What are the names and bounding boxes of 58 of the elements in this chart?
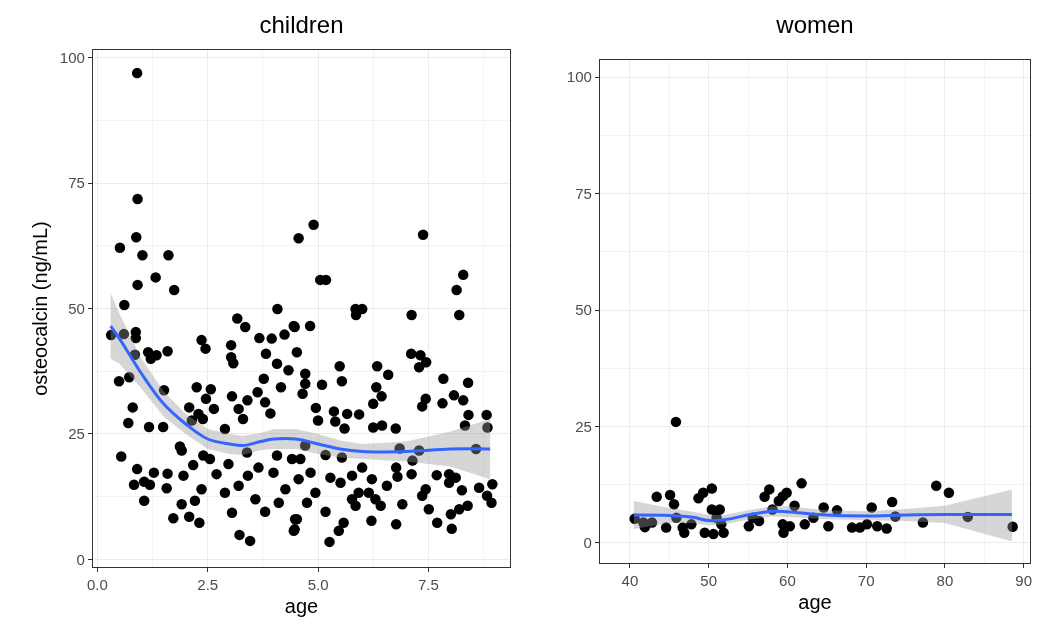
point: [651, 491, 662, 503]
point: [871, 520, 883, 532]
x-tick-label: 5.0: [307, 576, 329, 594]
point: [753, 515, 765, 527]
y-axis-title: osteocalcin (ng/mL): [29, 221, 52, 396]
point: [708, 528, 719, 540]
point: [931, 480, 942, 491]
point: [697, 487, 709, 498]
point: [686, 519, 697, 530]
y-tick-label: 50: [68, 299, 85, 317]
point: [714, 504, 725, 515]
y-tick-label: 0: [583, 534, 592, 552]
y-tick-label: 0: [76, 550, 85, 568]
point: [743, 520, 755, 532]
point: [706, 483, 718, 494]
x-axis-title: age: [798, 590, 832, 613]
y-tick-label: 25: [575, 417, 592, 435]
y-tick-label: 100: [59, 48, 85, 66]
point: [799, 519, 811, 530]
x-tick-label: 7.5: [417, 576, 439, 594]
x-tick-label: 80: [936, 572, 954, 590]
point: [866, 502, 877, 513]
point: [781, 487, 792, 498]
point: [823, 520, 834, 532]
x-tick-label: 40: [621, 572, 639, 590]
point: [881, 523, 892, 534]
chart-title: children: [259, 10, 344, 38]
point: [818, 502, 829, 513]
chart-title: women: [775, 10, 854, 38]
point: [718, 527, 729, 538]
point: [759, 491, 770, 503]
x-tick-label: 70: [857, 572, 875, 590]
x-axis-title: age: [284, 594, 319, 617]
x-tick-label: 60: [779, 572, 796, 590]
point: [917, 517, 929, 528]
point: [796, 478, 807, 489]
x-tick-label: 50: [700, 572, 718, 590]
point: [764, 484, 775, 495]
x-tick-label: 2.5: [197, 576, 219, 594]
point: [660, 522, 672, 533]
point: [886, 496, 898, 508]
point: [670, 416, 682, 428]
y-tick-label: 25: [68, 425, 85, 443]
x-tick-label: 0.0: [86, 576, 108, 594]
point: [679, 527, 690, 538]
point: [668, 499, 680, 510]
x-tick-label: 90: [1015, 572, 1033, 590]
point: [646, 517, 658, 528]
point: [778, 527, 789, 538]
point: [943, 487, 955, 498]
point: [789, 500, 800, 511]
point: [1007, 521, 1018, 532]
point: [861, 519, 873, 530]
y-tick-label: 50: [575, 301, 592, 319]
y-tick-label: 75: [575, 184, 592, 202]
point: [664, 489, 676, 501]
y-tick-label: 100: [566, 68, 592, 86]
y-tick-label: 75: [68, 174, 85, 192]
